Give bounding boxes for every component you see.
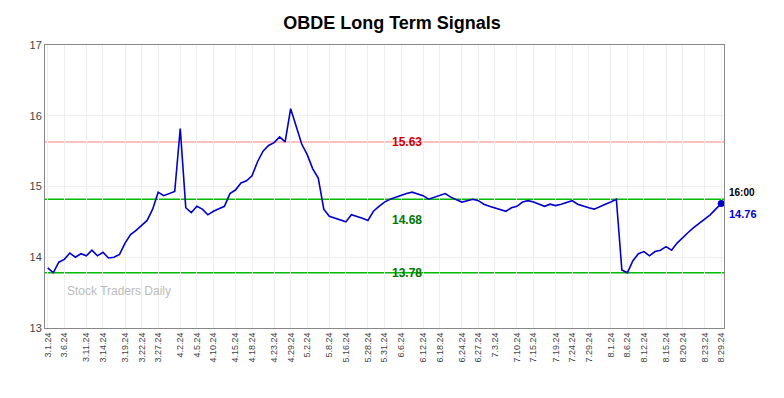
- svg-text:8.6.24: 8.6.24: [622, 333, 632, 358]
- svg-text:7.3.24: 7.3.24: [490, 333, 500, 358]
- svg-text:5.28.24: 5.28.24: [363, 333, 373, 363]
- svg-text:4.18.24: 4.18.24: [247, 333, 257, 363]
- svg-text:6.6.24: 6.6.24: [396, 333, 406, 358]
- svg-text:8.15.24: 8.15.24: [661, 333, 671, 363]
- svg-text:16:00: 16:00: [729, 187, 755, 198]
- svg-text:14.76: 14.76: [729, 208, 757, 220]
- svg-text:5.16.24: 5.16.24: [341, 333, 351, 363]
- svg-text:8.1.24: 8.1.24: [606, 333, 616, 358]
- svg-text:4.5.24: 4.5.24: [192, 333, 202, 358]
- svg-text:17: 17: [30, 39, 42, 51]
- svg-text:7.10.24: 7.10.24: [512, 333, 522, 363]
- svg-text:13: 13: [30, 322, 42, 334]
- svg-text:8.12.24: 8.12.24: [639, 333, 649, 363]
- svg-text:6.12.24: 6.12.24: [418, 333, 428, 363]
- svg-text:5.31.24: 5.31.24: [379, 333, 389, 363]
- svg-text:4.29.24: 4.29.24: [286, 333, 296, 363]
- svg-text:14: 14: [30, 251, 42, 263]
- svg-text:13.78: 13.78: [392, 266, 422, 280]
- svg-text:6.24.24: 6.24.24: [457, 333, 467, 363]
- svg-text:8.29.24: 8.29.24: [716, 333, 726, 363]
- svg-text:7.19.24: 7.19.24: [551, 333, 561, 363]
- svg-text:3.6.24: 3.6.24: [59, 333, 69, 358]
- svg-text:3.22.24: 3.22.24: [137, 333, 147, 363]
- svg-text:4.10.24: 4.10.24: [208, 333, 218, 363]
- svg-text:4.2.24: 4.2.24: [175, 333, 185, 358]
- svg-text:15: 15: [30, 180, 42, 192]
- svg-text:8.23.24: 8.23.24: [700, 333, 710, 363]
- svg-text:3.27.24: 3.27.24: [153, 333, 163, 363]
- svg-text:6.18.24: 6.18.24: [435, 333, 445, 363]
- svg-text:3.1.24: 3.1.24: [43, 333, 53, 358]
- svg-text:7.15.24: 7.15.24: [528, 333, 538, 363]
- svg-text:6.27.24: 6.27.24: [473, 333, 483, 363]
- svg-text:8.20.24: 8.20.24: [678, 333, 688, 363]
- svg-text:3.11.24: 3.11.24: [81, 333, 91, 362]
- svg-text:3.19.24: 3.19.24: [120, 333, 130, 363]
- svg-text:4.15.24: 4.15.24: [230, 333, 240, 363]
- svg-text:Stock Traders Daily: Stock Traders Daily: [67, 284, 171, 298]
- svg-text:5.8.24: 5.8.24: [324, 333, 334, 358]
- svg-text:3.14.24: 3.14.24: [98, 333, 108, 363]
- svg-text:7.24.24: 7.24.24: [567, 333, 577, 363]
- svg-text:7.29.24: 7.29.24: [584, 333, 594, 363]
- svg-text:OBDE Long Term Signals: OBDE Long Term Signals: [283, 13, 501, 33]
- svg-text:15.63: 15.63: [392, 135, 422, 149]
- svg-text:16: 16: [30, 110, 42, 122]
- svg-text:4.23.24: 4.23.24: [269, 333, 279, 363]
- svg-text:14.68: 14.68: [392, 213, 422, 227]
- svg-text:5.2.24: 5.2.24: [302, 333, 312, 358]
